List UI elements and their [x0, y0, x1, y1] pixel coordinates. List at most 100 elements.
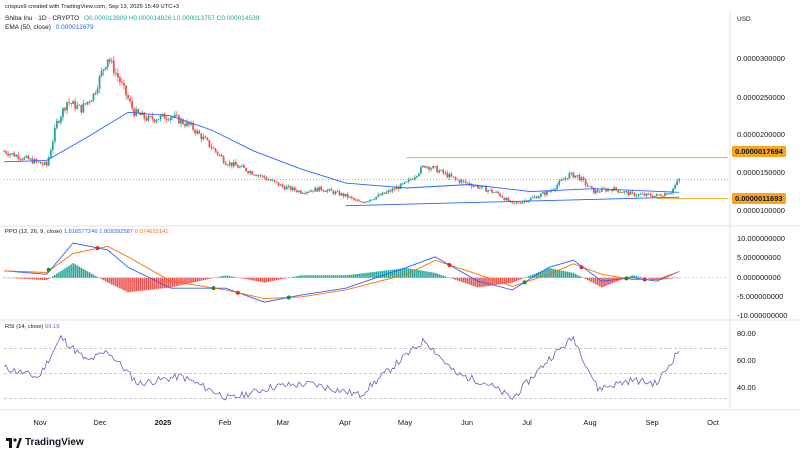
candle-body: [7, 153, 9, 156]
candle-body: [537, 196, 540, 199]
candle-body: [86, 101, 89, 105]
ppo-histogram-bar: [82, 268, 85, 278]
ppo-histogram-bar: [639, 276, 642, 278]
ppo-histogram-bar: [277, 277, 280, 280]
ppo-histogram-bar: [196, 277, 199, 282]
candle-body: [607, 189, 609, 192]
ppo-histogram-bar: [326, 275, 329, 278]
candle-body: [137, 109, 140, 113]
candle-body: [76, 105, 79, 109]
price-tick-5: 0.0000100000: [737, 206, 785, 215]
candle-body: [521, 201, 524, 204]
time-label-apr: Apr: [339, 418, 351, 427]
candle-body: [165, 119, 168, 120]
candle-body: [625, 191, 628, 193]
candle-body: [283, 186, 286, 190]
ppo-histogram-bar: [39, 277, 42, 280]
candle-body: [478, 187, 481, 189]
candle-body: [23, 157, 26, 160]
ppo-histogram-bar: [369, 272, 371, 278]
ppo-histogram-bar: [314, 275, 316, 278]
candle-body: [210, 146, 213, 149]
candle-body: [448, 174, 451, 178]
ohlc-close: C0.000014539: [216, 15, 260, 22]
ppo-histogram-bar: [438, 274, 441, 278]
time-label-sep: Sep: [645, 418, 659, 427]
ppo-histogram-bar: [92, 274, 95, 278]
ppo-histogram-bar: [322, 275, 325, 278]
candle-body: [605, 188, 607, 192]
ppo-histogram-bar: [560, 270, 563, 278]
candle-body: [88, 101, 91, 103]
ppo-histogram-bar: [137, 277, 140, 292]
candle-body: [432, 166, 435, 169]
candle-body: [163, 113, 166, 120]
ppo-histogram-bar: [19, 277, 22, 279]
ppo-histogram-bar: [45, 277, 48, 281]
ppo-histogram-bar: [546, 268, 548, 278]
ppo-histogram-bar: [627, 276, 630, 278]
candle-body: [157, 119, 160, 121]
ppo-histogram-bar: [334, 275, 337, 278]
ppo-histogram-bar: [399, 268, 402, 278]
candle-body: [491, 189, 493, 193]
candle-body: [657, 194, 660, 196]
ppo-histogram-bar: [424, 271, 426, 278]
ppo-histogram-bar: [78, 266, 81, 278]
ppo-histogram-bar: [576, 274, 579, 278]
ppo-histogram-bar: [31, 277, 34, 280]
ohlc-open: O0.000013909: [84, 15, 128, 22]
candle-body: [236, 165, 239, 168]
ppo-histogram-bar: [133, 277, 135, 292]
candle-body: [21, 159, 24, 161]
ppo-histogram-bar: [157, 277, 160, 289]
candle-body: [664, 193, 666, 197]
ppo-histogram-bar: [117, 277, 119, 288]
candle-body: [17, 155, 20, 160]
ppo-histogram-bar: [489, 277, 491, 286]
candle-body: [267, 179, 270, 181]
ppo-histogram-bar: [316, 275, 318, 278]
candle-body: [255, 175, 258, 177]
legend-ppo: PPO (12, 26, 9, close) 1.816577246 1.809…: [5, 229, 169, 235]
ppo-histogram-bar: [192, 277, 194, 283]
candle-body: [295, 190, 298, 192]
candle-body: [119, 77, 121, 83]
candle-body: [196, 130, 199, 134]
ppo-histogram-bar: [361, 273, 363, 278]
ppo-histogram-bar: [562, 270, 565, 278]
candle-body: [145, 118, 148, 121]
candle-body: [324, 191, 327, 192]
candle-body: [586, 185, 589, 187]
ppo-histogram-bar: [499, 277, 502, 285]
candle-body: [310, 190, 312, 192]
ppo-histogram-bar: [450, 277, 453, 279]
ppo-histogram-bar: [590, 277, 593, 283]
ppo-histogram-bar: [245, 277, 247, 280]
ppo-histogram-bar: [397, 268, 400, 278]
ppo-histogram-bar: [151, 277, 154, 290]
candle-body: [670, 192, 672, 194]
ppo-histogram-bar: [664, 277, 666, 280]
ppo-histogram-bar: [84, 270, 87, 278]
candle-body: [649, 194, 652, 197]
ppo-histogram-bar: [304, 275, 306, 278]
ppo-histogram-bar: [515, 277, 518, 281]
candle-body: [627, 191, 630, 196]
ppo-histogram-bar: [401, 268, 404, 278]
price-tick-1: 0.0000300000: [737, 54, 785, 63]
ppo-histogram-bar: [263, 277, 266, 283]
ppo-line: [3, 242, 680, 303]
ppo-histogram-bar: [422, 270, 424, 278]
ppo-histogram-bar: [206, 277, 209, 280]
ppo-histogram-bar: [436, 273, 438, 278]
ppo-histogram-bar: [458, 277, 461, 282]
ppo-histogram-bar: [477, 277, 479, 288]
candle-body: [623, 191, 626, 193]
ppo-histogram-bar: [153, 277, 156, 290]
ppo-histogram-bar: [666, 277, 668, 280]
candle-body: [485, 186, 487, 192]
ppo-histogram-bar: [21, 277, 24, 279]
candle-body: [387, 190, 390, 193]
